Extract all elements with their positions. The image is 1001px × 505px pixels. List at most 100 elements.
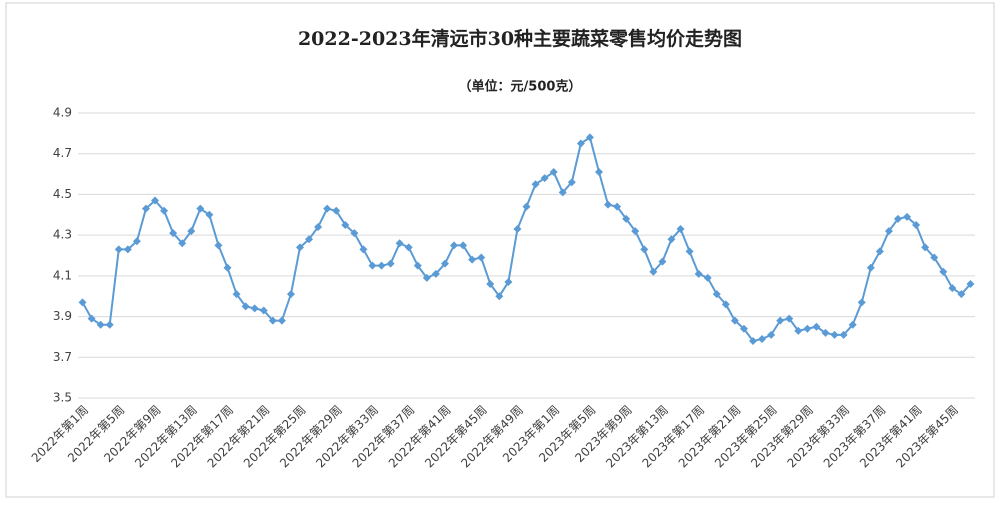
marker (78, 298, 87, 307)
marker (730, 316, 739, 325)
marker (803, 324, 812, 333)
marker (132, 237, 141, 246)
marker (440, 259, 449, 268)
marker (314, 223, 323, 231)
marker (196, 204, 205, 213)
marker (368, 261, 377, 270)
marker (549, 168, 558, 177)
marker (141, 204, 150, 213)
marker (866, 263, 875, 272)
marker (459, 241, 468, 250)
marker (105, 320, 114, 329)
marker (567, 178, 576, 187)
marker (205, 210, 214, 219)
marker (658, 257, 667, 266)
chart-title: 2022-2023年清远市30种主要蔬菜零售均价走势图 (298, 27, 742, 50)
marker (794, 326, 803, 335)
marker (948, 284, 957, 293)
marker (259, 306, 268, 315)
marker (431, 269, 440, 278)
marker (558, 188, 567, 197)
marker (250, 304, 259, 313)
marker (495, 292, 504, 301)
marker (540, 174, 549, 183)
marker (939, 267, 948, 276)
marker (223, 263, 232, 272)
marker (758, 334, 767, 343)
y-tick-label: 4.7 (53, 146, 72, 160)
marker (585, 133, 594, 142)
marker (377, 261, 386, 270)
marker (477, 253, 486, 262)
marker (332, 206, 341, 215)
marker (87, 314, 96, 323)
marker (604, 200, 613, 209)
y-tick-label: 4.9 (53, 106, 72, 120)
marker (903, 212, 912, 221)
y-tick-label: 3.9 (53, 309, 72, 323)
y-tick-label: 4.3 (53, 228, 72, 242)
marker (114, 245, 123, 254)
marker (350, 229, 359, 238)
marker (241, 302, 250, 311)
marker (268, 316, 277, 325)
marker (323, 204, 332, 213)
marker (513, 225, 522, 234)
marker (151, 196, 160, 205)
marker (96, 320, 105, 329)
marker (875, 247, 884, 256)
marker (450, 241, 459, 250)
marker (767, 330, 776, 339)
marker (749, 337, 758, 345)
y-tick-label: 4.5 (53, 187, 72, 201)
marker (957, 290, 966, 299)
marker (921, 243, 930, 252)
marker (468, 255, 477, 264)
marker (676, 225, 685, 234)
marker (613, 202, 622, 211)
chart-border (5, 2, 995, 498)
marker (594, 168, 603, 177)
marker (640, 245, 649, 254)
marker (912, 220, 921, 229)
marker (404, 243, 413, 252)
marker (694, 269, 703, 278)
marker (413, 261, 422, 270)
marker (649, 267, 658, 276)
marker (341, 220, 350, 229)
marker (821, 328, 830, 337)
marker (966, 280, 975, 288)
marker (531, 180, 540, 189)
marker (214, 241, 223, 250)
marker (893, 214, 902, 223)
marker (721, 300, 730, 309)
marker (712, 290, 721, 299)
marker (504, 277, 513, 286)
marker (884, 227, 893, 236)
y-tick-label: 3.5 (53, 391, 72, 405)
marker (277, 316, 286, 325)
marker (232, 290, 241, 299)
marker (160, 206, 169, 215)
marker (386, 259, 395, 268)
marker (486, 280, 495, 288)
marker (286, 290, 295, 299)
marker (739, 324, 748, 333)
marker (857, 298, 866, 307)
marker (703, 273, 712, 282)
marker (685, 247, 694, 256)
marker (359, 245, 368, 254)
marker (631, 227, 640, 236)
marker (395, 239, 404, 248)
marker (776, 316, 785, 325)
marker (576, 139, 585, 148)
y-tick-label: 4.1 (53, 268, 72, 282)
marker (812, 322, 821, 331)
marker (848, 320, 857, 329)
marker (187, 227, 196, 236)
marker (178, 239, 187, 248)
chart-subtitle: （单位：元/500克） (459, 79, 582, 95)
marker (839, 330, 848, 339)
marker (622, 214, 631, 223)
